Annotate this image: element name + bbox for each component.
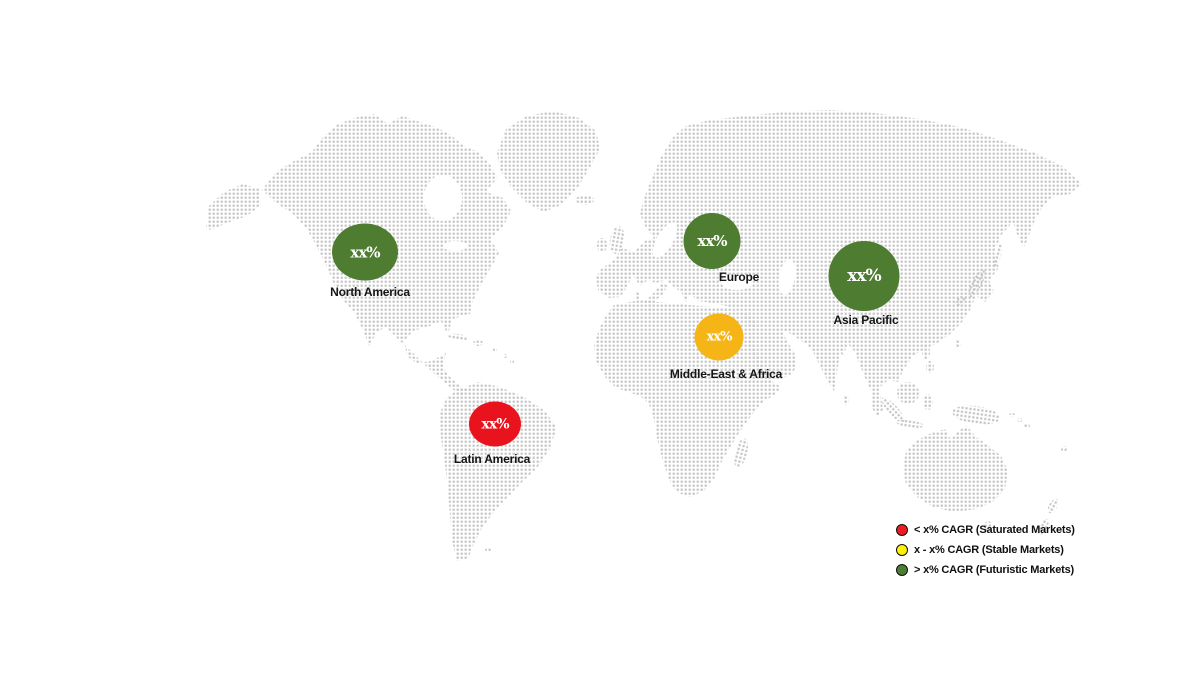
region-value: xx%: [481, 416, 510, 432]
legend-item-stable: x - x% CAGR (Stable Markets): [896, 543, 1075, 556]
island-sulawesi: [923, 394, 933, 410]
legend-dot-green-icon: [896, 563, 908, 576]
island-sri-lanka: [843, 395, 849, 405]
region-bubble-north-america: xx%: [332, 223, 398, 281]
island-antilles-1: [493, 348, 497, 352]
region-label-latin-america: Latin America: [453, 452, 531, 466]
region-label-middle-east-africa: Middle-East & Africa: [669, 367, 783, 381]
island-falklands: [485, 548, 491, 552]
island-taiwan: [955, 340, 961, 348]
legend-label: < x% CAGR (Saturated Markets): [914, 523, 1075, 536]
region-bubble-asia-pacific: xx%: [828, 241, 900, 311]
region-label-asia-pacific: Asia Pacific: [833, 313, 899, 327]
legend-item-futuristic: > x% CAGR (Futuristic Markets): [896, 563, 1075, 576]
region-label-north-america: North America: [330, 285, 410, 299]
continents: [206, 110, 1082, 561]
island-japan-south: [955, 295, 967, 307]
island-new-zealand-south: [1037, 518, 1049, 536]
island-solomon-1: [1009, 413, 1015, 417]
legend-dot-red-icon: [896, 523, 908, 536]
island-java: [896, 420, 924, 428]
island-new-guinea: [952, 405, 1000, 425]
legend-dot-yellow-icon: [896, 543, 908, 556]
legend-label: > x% CAGR (Futuristic Markets): [914, 563, 1074, 576]
region-bubble-latin-america: xx%: [469, 401, 521, 447]
island-cuba: [448, 333, 468, 341]
island-japan-north: [968, 268, 986, 298]
region-label-europe: Europe: [718, 270, 760, 284]
island-new-zealand-north: [1047, 498, 1059, 514]
island-solomon-2: [1017, 418, 1023, 422]
island-ireland: [597, 238, 607, 252]
caspian-sea: [778, 259, 796, 295]
continent-greenland: [497, 111, 600, 212]
island-sakhalin: [993, 243, 1003, 267]
region-value: xx%: [697, 232, 727, 250]
continent-australia: [903, 426, 1008, 512]
great-lakes: [443, 241, 467, 251]
island-borneo: [897, 382, 919, 404]
legend-item-saturated: < x% CAGR (Saturated Markets): [896, 523, 1075, 536]
island-sumatra: [881, 397, 905, 423]
island-madagascar: [734, 438, 748, 468]
hudson-bay: [424, 175, 462, 221]
continent-alaska: [206, 184, 261, 230]
inland-seas: [424, 175, 796, 295]
island-philippines-south: [926, 361, 934, 373]
island-tasmania: [984, 521, 992, 531]
region-bubble-europe: xx%: [683, 213, 741, 269]
region-bubble-middle-east-africa: xx%: [694, 313, 744, 361]
island-great-britain: [609, 226, 625, 254]
peninsula-italy: [644, 282, 668, 306]
island-fiji: [1061, 446, 1067, 452]
island-antilles-2: [503, 354, 507, 358]
island-iceland: [576, 195, 594, 205]
black-sea: [721, 274, 753, 290]
region-value: xx%: [706, 329, 733, 345]
island-antilles-3: [510, 360, 514, 364]
island-sardinia: [634, 292, 640, 300]
baltic-sea: [652, 222, 678, 258]
continent-africa: [594, 300, 781, 497]
legend-label: x - x% CAGR (Stable Markets): [914, 543, 1064, 556]
island-philippines-north: [922, 345, 930, 359]
island-hispaniola: [473, 340, 483, 346]
region-value: xx%: [350, 243, 380, 261]
island-solomon-3: [1024, 424, 1030, 428]
region-value: xx%: [847, 266, 881, 286]
legend: < x% CAGR (Saturated Markets) x - x% CAG…: [896, 523, 1075, 583]
